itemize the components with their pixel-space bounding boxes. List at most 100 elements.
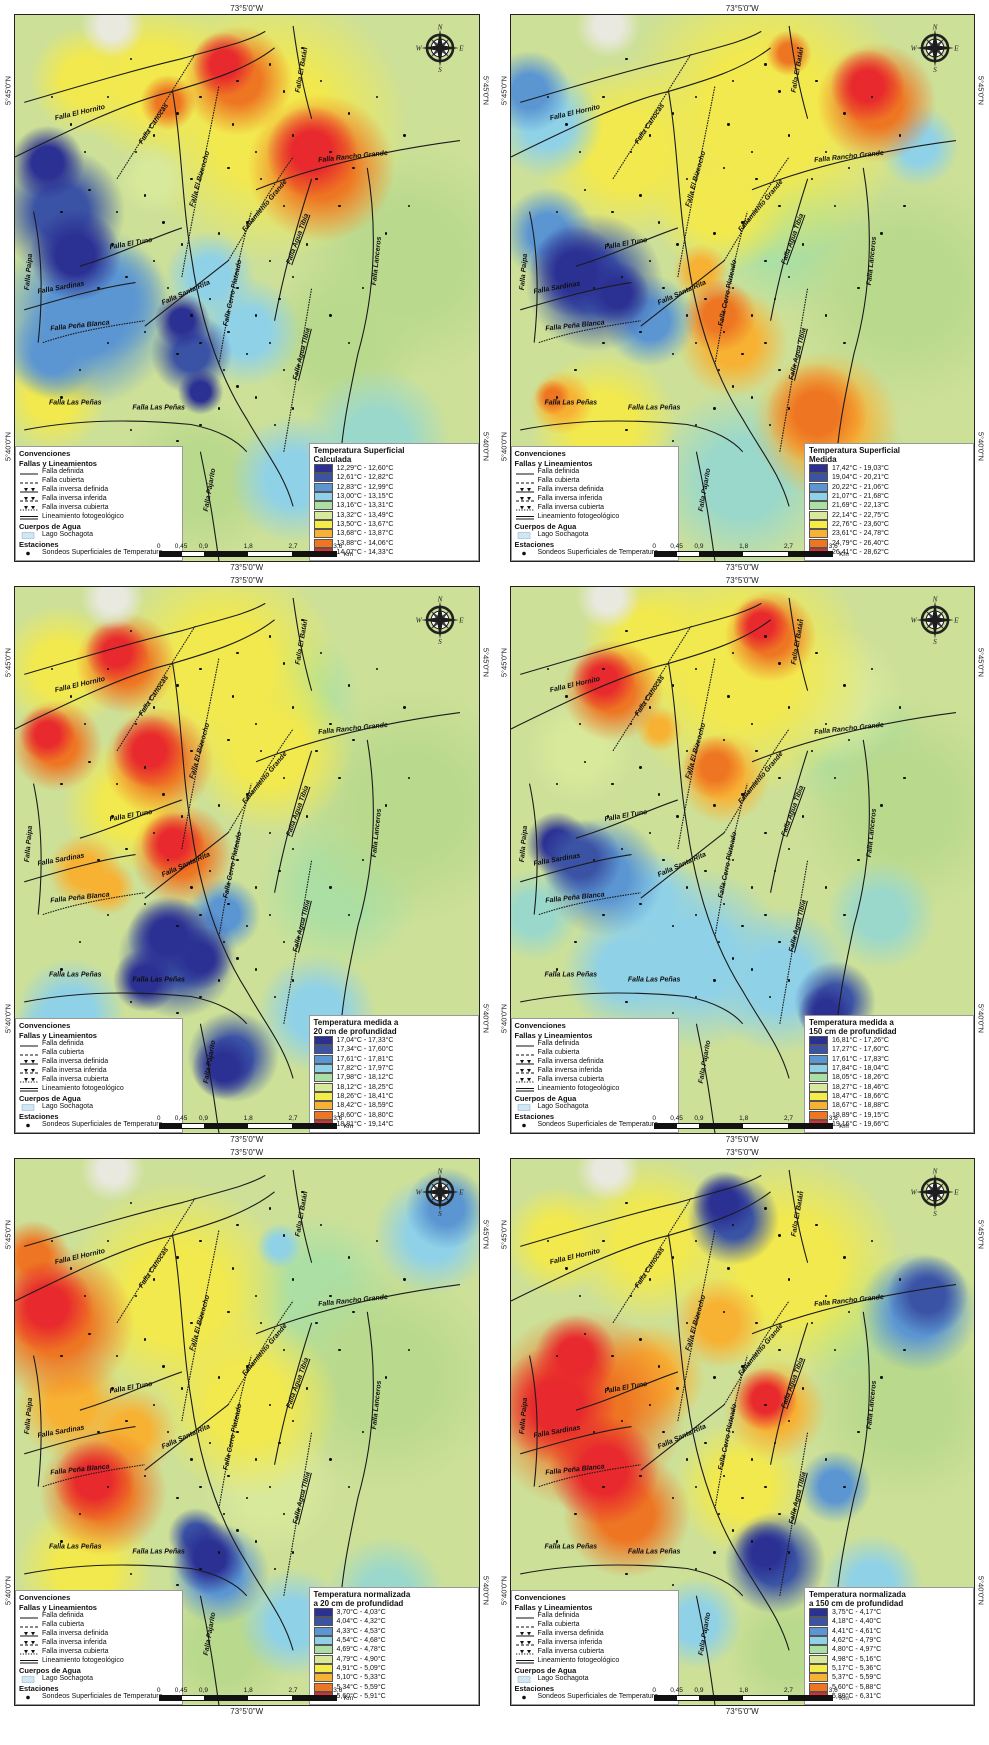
legend-title-line1: Temperatura normalizada <box>313 1589 411 1599</box>
conventions-title: Convenciones <box>514 449 566 459</box>
left-coord-axis: 5°45'0"N 5°40'0"N <box>498 1158 510 1706</box>
station-dot <box>153 706 156 709</box>
scale-tick-label: 0 <box>156 543 161 550</box>
fault-line <box>779 1432 807 1596</box>
conventions-item-label: Sondeos Superficiales de Temperatura <box>42 1693 163 1701</box>
temperature-legend-title: Temperatura normalizada a 150 cm de prof… <box>809 1590 969 1608</box>
legend-row: 17,82°C - 17,97°C <box>313 1064 474 1074</box>
lat-label-lower: 5°40'0"N <box>481 1575 490 1606</box>
station-dot <box>227 1310 230 1314</box>
station-dot <box>555 1540 559 1543</box>
map-row: 5°45'0"N 5°40'0"N Falla El Hornito Falla … <box>498 14 988 562</box>
station-dot <box>329 886 332 889</box>
conventions-item-label: Falla cubierta <box>537 1620 580 1628</box>
station-dot <box>778 940 781 944</box>
station-dot <box>125 848 128 851</box>
fault-label: Falla Las Peñas <box>627 1548 681 1556</box>
fault-label: Falla Las Peñas <box>627 404 681 412</box>
station-dot <box>796 618 800 622</box>
station-dot <box>255 886 258 889</box>
dot-symbol <box>521 1695 526 1700</box>
station-dot <box>143 1474 147 1478</box>
fault-line <box>538 321 640 343</box>
station-dot <box>731 79 735 82</box>
legend-row: 5,60°C - 5,88°C <box>809 1682 969 1692</box>
conventions-item: Lineamiento fotogeológico <box>19 513 179 522</box>
scale-bar-segment <box>677 1696 700 1700</box>
legend-range-label: 4,98°C - 5,16°C <box>832 1655 882 1663</box>
coord-label-bottom: 73°5'0"W <box>230 1707 264 1716</box>
fault-line <box>34 1356 42 1487</box>
legend-row: 4,33°C - 4,53°C <box>313 1626 474 1636</box>
station-dot <box>162 793 165 796</box>
dot-symbol <box>26 1123 30 1128</box>
station-dot <box>255 396 258 399</box>
station-dot <box>648 706 651 709</box>
legend-row: 4,54°C - 4,68°C <box>313 1636 474 1646</box>
conventions-section-title: Cuerpos de Agua <box>514 1665 577 1675</box>
legend-range-label: 13,88°C - 14,06°C <box>336 539 394 547</box>
legend-range-label: 17,61°C - 17,81°C <box>336 1055 394 1063</box>
station-dot <box>602 667 605 671</box>
legend-title-line2: a 150 cm de profundidad <box>809 1598 904 1608</box>
line-dash-symbol <box>515 1054 534 1056</box>
station-dot <box>565 695 568 698</box>
station-dot <box>694 667 698 671</box>
station-dot <box>208 1441 212 1445</box>
scale-tick-label: 0,9 <box>694 1687 704 1694</box>
conventions-item-label: Falla inversa cubierta <box>42 503 109 511</box>
scale-tick-label: 2,7 <box>783 1687 794 1694</box>
fault-label: Falla Las Peñas <box>48 399 102 407</box>
station-dot <box>824 886 828 889</box>
conventions-item: Lineamiento fotogeológico <box>515 1657 675 1666</box>
conventions-item-label: Falla inversa cubierta <box>42 1647 109 1655</box>
map-panel: 73°5'0"W 5°45'0"N 5°40'0"N Falla El Horn… <box>2 3 492 573</box>
station-dot <box>176 924 179 927</box>
station-dot <box>282 940 286 944</box>
station-dot <box>843 1485 846 1488</box>
legend-row: 17,61°C - 17,83°C <box>809 1054 969 1064</box>
map-panel: 73°5'0"W 5°45'0"N 5°40'0"N Falla El Horn… <box>498 1147 988 1717</box>
station-dot <box>815 79 818 82</box>
station-dot <box>69 695 72 698</box>
conventions-item: Falla definida <box>19 1612 179 1621</box>
station-dot <box>268 1485 272 1488</box>
station-dot <box>176 684 179 687</box>
fault-label: Falla Las Peñas <box>48 971 102 979</box>
legend-row: 16,81°C - 17,26°C <box>809 1036 969 1046</box>
scale-tick-label: 0 <box>156 1115 161 1122</box>
conventions-item-label: Lago Sochagota <box>42 1675 93 1683</box>
station-dot <box>111 815 114 818</box>
station-dot <box>236 385 239 388</box>
station-dot <box>583 1332 587 1336</box>
station-dot <box>78 368 82 372</box>
conventions-item-label: Falla definida <box>42 1611 84 1619</box>
fault-line <box>529 784 537 915</box>
line-tri-symbol <box>20 487 38 493</box>
station-dot <box>199 95 202 99</box>
station-dot <box>731 651 735 654</box>
legend-range-label: 17,61°C - 17,83°C <box>832 1055 889 1063</box>
scale-tick-label: 2,7 <box>288 1687 298 1694</box>
conventions-item: Falla inversa definida <box>19 1058 179 1067</box>
station-dot <box>606 1387 610 1390</box>
scale-bar: 0 0,45 0,9 1,8 2,7 3,6 Km <box>652 1115 848 1130</box>
fault-line <box>228 1301 293 1405</box>
legend-range-label: 21,07°C - 21,68°C <box>832 493 889 501</box>
station-dot <box>306 815 309 818</box>
conventions-item-label: Falla inversa definida <box>42 1057 109 1065</box>
station-dot <box>282 777 286 780</box>
station-dot <box>824 722 828 725</box>
scale-bar-segment <box>181 552 204 556</box>
station-dot <box>685 749 689 753</box>
station-dot <box>694 95 698 99</box>
legend-color-swatch <box>809 1036 828 1046</box>
scale-tick-label: 3,6 <box>333 1115 343 1122</box>
conventions-item-label: Falla inversa definida <box>537 485 604 493</box>
legend-color-swatch <box>809 464 828 474</box>
station-dot <box>162 221 165 224</box>
fault-label: Falla Las Peñas <box>132 976 185 984</box>
line-solid-symbol <box>515 473 534 475</box>
legend-color-swatch <box>809 1654 828 1664</box>
station-dot <box>898 1278 902 1281</box>
